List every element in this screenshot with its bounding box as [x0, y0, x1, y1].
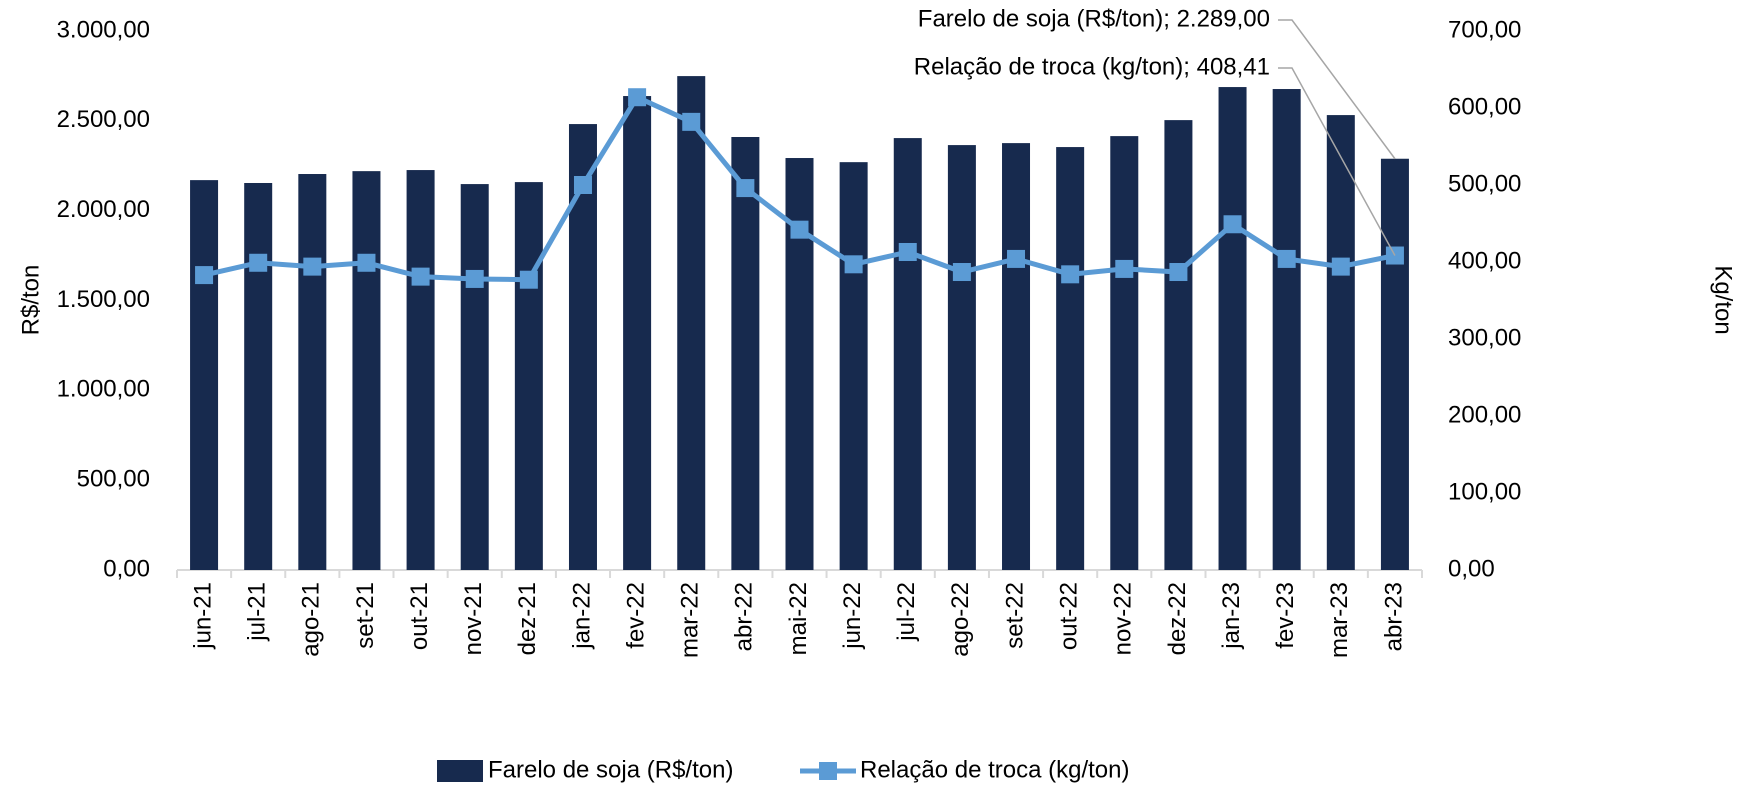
bar — [839, 162, 868, 570]
line-marker — [195, 266, 214, 285]
bar — [406, 170, 435, 570]
line-marker — [519, 270, 538, 289]
bar — [947, 145, 976, 571]
y2-tick-label: 600,00 — [1448, 93, 1521, 120]
line-marker — [1331, 257, 1350, 276]
x-tick-label: mar-22 — [677, 582, 704, 658]
y-tick-label: 500,00 — [77, 466, 150, 493]
x-tick-label: ago-21 — [298, 582, 325, 657]
x-tick-label: dez-21 — [514, 582, 541, 655]
legend-swatch — [437, 760, 483, 782]
line-marker — [249, 253, 268, 272]
line-marker — [303, 257, 322, 276]
y2-axis-label: Kg/ton — [1710, 265, 1737, 334]
y2-tick-label: 300,00 — [1448, 324, 1521, 351]
legend-marker — [819, 762, 837, 780]
line-marker — [465, 269, 484, 288]
x-tick-label: out-22 — [1055, 582, 1082, 650]
x-tick-label: jun-22 — [839, 582, 866, 650]
x-tick-label: set-22 — [1001, 582, 1028, 649]
x-tick-label: mai-22 — [785, 582, 812, 655]
x-tick-label: jan-23 — [1218, 582, 1245, 650]
x-tick-label: dez-22 — [1164, 582, 1191, 655]
legend-label: Farelo de soja (R$/ton) — [488, 756, 733, 783]
y-tick-label: 0,00 — [103, 555, 150, 582]
leader-line — [1278, 19, 1396, 160]
bar — [244, 182, 273, 571]
line-marker — [1061, 265, 1080, 284]
bar — [893, 138, 922, 570]
bar — [460, 184, 489, 571]
y2-tick-label: 0,00 — [1448, 555, 1495, 582]
line-marker — [790, 220, 809, 239]
line-marker — [898, 242, 917, 261]
bar — [1218, 87, 1247, 570]
x-tick-label: set-21 — [352, 582, 379, 649]
line-marker — [1007, 249, 1026, 268]
line-marker — [736, 179, 755, 198]
line-marker — [1169, 263, 1188, 282]
line-marker — [1115, 259, 1134, 278]
y-tick-label: 2.000,00 — [57, 196, 150, 223]
y2-tick-label: 400,00 — [1448, 247, 1521, 274]
y2-tick-label: 700,00 — [1448, 16, 1521, 43]
y-axis-label: R$/ton — [17, 265, 44, 336]
bar — [1380, 158, 1409, 571]
x-tick-label: abr-22 — [731, 582, 758, 651]
y2-tick-label: 200,00 — [1448, 401, 1521, 428]
x-tick-label: fev-22 — [622, 582, 649, 649]
y2-tick-label: 500,00 — [1448, 170, 1521, 197]
line-marker — [411, 267, 430, 286]
bar — [1056, 147, 1085, 570]
leader-line — [1278, 67, 1396, 256]
bar — [677, 76, 706, 570]
y-tick-label: 1.000,00 — [57, 376, 150, 403]
x-tick-label: abr-23 — [1380, 582, 1407, 651]
bar — [623, 96, 652, 570]
bar — [1002, 143, 1031, 570]
line-marker — [573, 176, 592, 194]
x-tick-label: nov-22 — [1110, 582, 1137, 655]
line-marker — [952, 263, 971, 282]
x-tick-label: jul-22 — [893, 582, 920, 642]
value-label: Relação de troca (kg/ton); 408,41 — [914, 53, 1270, 80]
x-tick-label: jul-21 — [244, 582, 271, 642]
bar — [1272, 89, 1301, 570]
line-marker — [844, 255, 863, 274]
x-tick-label: nov-21 — [460, 582, 487, 655]
y-tick-label: 2.500,00 — [57, 106, 150, 133]
line-marker — [1277, 249, 1296, 268]
y-tick-label: 1.500,00 — [57, 286, 150, 313]
legend-label: Relação de troca (kg/ton) — [860, 756, 1129, 783]
bar — [352, 171, 381, 570]
bar — [1326, 115, 1355, 571]
bar — [1164, 120, 1193, 570]
x-tick-label: mar-23 — [1326, 582, 1353, 658]
x-tick-label: jan-22 — [568, 582, 595, 650]
x-tick-label: out-21 — [406, 582, 433, 650]
x-tick-label: jun-21 — [189, 582, 216, 650]
x-tick-label: fev-23 — [1272, 582, 1299, 649]
bar — [190, 180, 219, 570]
line-marker — [357, 253, 376, 272]
value-label: Farelo de soja (R$/ton); 2.289,00 — [918, 5, 1270, 32]
y2-tick-label: 100,00 — [1448, 478, 1521, 505]
y-tick-label: 3.000,00 — [57, 16, 150, 43]
x-tick-label: ago-22 — [947, 582, 974, 657]
bar — [298, 174, 327, 571]
line-marker — [682, 112, 701, 131]
bar — [514, 182, 543, 570]
bar — [1110, 136, 1139, 571]
bar — [731, 137, 760, 570]
line-marker — [628, 88, 647, 107]
line-marker — [1223, 215, 1242, 234]
